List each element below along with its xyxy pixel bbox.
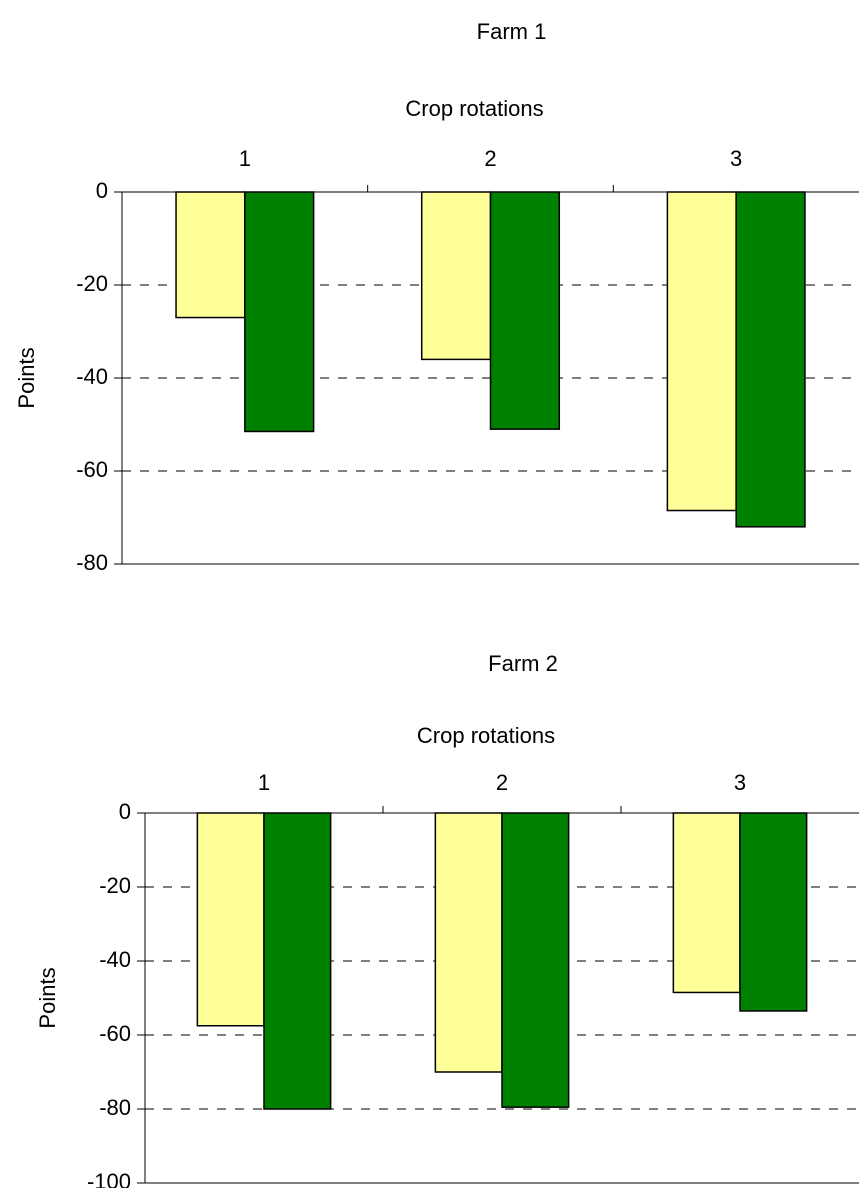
chart-2: Farm 2 Crop rotations Points 0 -20 -40 -60 -80 -… (35, 651, 859, 1188)
y-tick-label: -60 (99, 1021, 131, 1046)
bar-series2-cat3 (739, 812, 808, 1012)
category-label: 1 (239, 146, 251, 171)
bar-series1-cat2 (420, 191, 492, 361)
x-axis-label: Crop rotations (405, 96, 543, 121)
bar-series1-cat3 (666, 191, 737, 512)
y-tick-label: -80 (76, 550, 108, 575)
y-axis-label: Points (14, 347, 39, 408)
y-tick-label: -40 (99, 947, 131, 972)
bar-series1-cat1 (175, 191, 246, 319)
chart-title: Farm 2 (488, 651, 558, 676)
category-label: 3 (734, 770, 746, 795)
bar-series1-cat1 (196, 812, 265, 1027)
chart-title: Farm 1 (477, 19, 547, 44)
bar-series2-cat1 (263, 812, 332, 1110)
y-tick-label: 0 (96, 178, 108, 203)
bar-series2-cat2 (501, 812, 570, 1108)
y-tick-label: -20 (99, 873, 131, 898)
y-axis-label: Points (35, 967, 60, 1028)
x-axis-label: Crop rotations (417, 723, 555, 748)
bar-series2-cat1 (244, 191, 315, 433)
y-tick-label: -80 (99, 1095, 131, 1120)
y-tick-label: 0 (119, 799, 131, 824)
y-tick-label: -100 (87, 1169, 131, 1188)
category-label: 2 (484, 146, 496, 171)
bar-series2-cat2 (489, 191, 561, 430)
chart-1: Farm 1 Crop rotations Points 0 -20 -40 -60 -80 1… (14, 19, 859, 575)
y-tick-label: -60 (76, 457, 108, 482)
bar-series2-cat3 (735, 191, 806, 528)
y-tick-label: -40 (76, 364, 108, 389)
bar-series1-cat2 (434, 812, 503, 1073)
category-label: 3 (730, 146, 742, 171)
y-tick-label: -20 (76, 271, 108, 296)
bar-series1-cat3 (672, 812, 741, 994)
category-label: 1 (258, 770, 270, 795)
category-label: 2 (496, 770, 508, 795)
